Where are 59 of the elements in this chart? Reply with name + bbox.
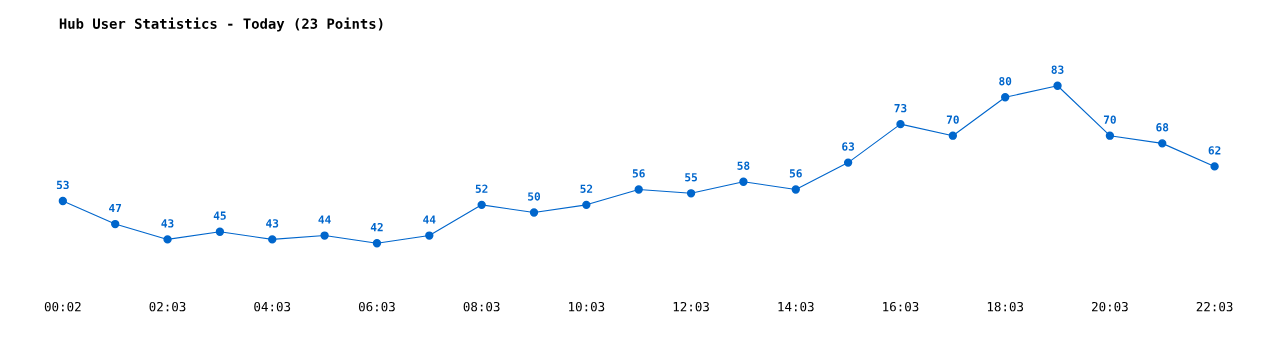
data-label: 62 <box>1208 146 1221 155</box>
point <box>163 235 172 244</box>
point <box>1001 93 1010 102</box>
data-label: 52 <box>580 184 593 193</box>
data-label: 70 <box>946 115 959 124</box>
point <box>1158 139 1167 148</box>
data-label: 73 <box>894 103 907 113</box>
x-tick-label: 00:02 <box>44 301 81 312</box>
point <box>529 208 539 217</box>
chart-title: Hub User Statistics - Today (23 Points) <box>59 17 383 32</box>
data-label: 52 <box>475 184 488 193</box>
data-label: 56 <box>632 169 645 178</box>
point <box>686 189 696 198</box>
x-tick-label: 16:03 <box>883 301 919 312</box>
point <box>58 196 68 206</box>
point <box>1210 162 1219 171</box>
data-label: 50 <box>528 192 541 201</box>
point <box>372 239 382 248</box>
data-label: 47 <box>109 203 122 213</box>
x-tick-label: 06:03 <box>358 301 395 312</box>
point <box>582 200 591 210</box>
point <box>268 235 277 244</box>
data-label: 63 <box>842 142 855 151</box>
point <box>634 185 643 194</box>
x-tick-label: 18:03 <box>987 301 1024 312</box>
data-label: 43 <box>161 219 174 228</box>
point <box>425 231 434 240</box>
data-label: 44 <box>318 215 331 224</box>
x-tick-label: 04:03 <box>254 301 291 312</box>
point <box>791 185 800 194</box>
x-tick-label: 10:03 <box>569 301 605 312</box>
data-label: 53 <box>56 180 69 190</box>
point <box>896 119 905 129</box>
x-tick-label: 08:03 <box>463 301 500 312</box>
data-label: 80 <box>999 76 1012 86</box>
data-label: 43 <box>266 219 279 228</box>
data-label: 68 <box>1156 123 1169 132</box>
data-label: 83 <box>1051 65 1064 74</box>
data-label: 44 <box>423 215 436 224</box>
data-label: 58 <box>737 161 750 170</box>
x-tick-label: 12:03 <box>673 301 709 312</box>
x-tick-label: 02:03 <box>149 301 186 312</box>
x-tick-label: 20:03 <box>1092 301 1128 312</box>
point <box>215 227 225 236</box>
point <box>948 131 958 140</box>
point <box>843 158 853 167</box>
data-label: 70 <box>1103 115 1116 124</box>
data-label: 45 <box>213 211 226 220</box>
data-label: 56 <box>789 169 802 178</box>
point <box>1105 131 1115 140</box>
x-tick-label: 14:03 <box>778 301 814 312</box>
data-label: 55 <box>685 173 698 182</box>
point <box>111 219 120 229</box>
point <box>739 177 748 186</box>
point <box>320 231 329 240</box>
data-label: 42 <box>370 222 383 232</box>
point <box>1053 81 1062 90</box>
point <box>477 200 486 210</box>
x-tick-label: 22:03 <box>1196 301 1233 312</box>
